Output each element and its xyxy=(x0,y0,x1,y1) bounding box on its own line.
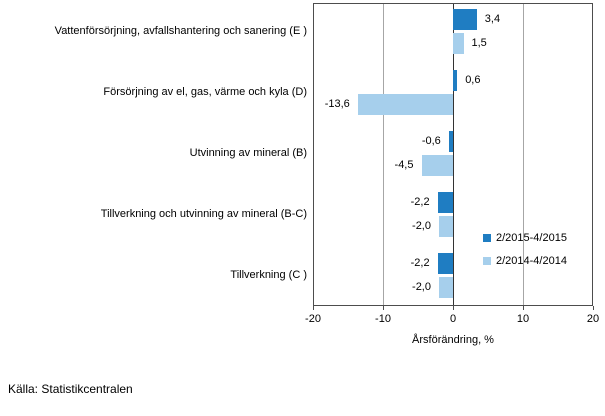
category-label: Vattenförsörjning, avfallshantering och … xyxy=(54,25,307,37)
x-axis-title: Årsförändring, % xyxy=(412,334,494,346)
value-label: 3,4 xyxy=(484,13,501,25)
axis-tick-label: 20 xyxy=(586,313,600,325)
bar xyxy=(421,155,453,176)
source-caption: Källa: Statistikcentralen xyxy=(8,382,133,396)
legend: 2/2015-4/2015 2/2014-4/2014 xyxy=(483,232,567,278)
bar xyxy=(357,94,453,115)
axis-tick xyxy=(523,306,524,310)
value-label: -4,5 xyxy=(394,159,414,171)
category-label: Tillverkning och utvinning av mineral (B… xyxy=(100,208,307,220)
legend-label: 2/2014-4/2014 xyxy=(496,255,567,267)
category-label: Försörjning av el, gas, värme och kyla (… xyxy=(103,86,307,98)
axis-tick xyxy=(453,306,454,310)
category-label: Tillverkning (C ) xyxy=(230,269,307,281)
legend-item-2014: 2/2014-4/2014 xyxy=(483,255,567,267)
legend-marker-icon xyxy=(483,257,491,265)
value-label: -2,0 xyxy=(412,281,431,293)
zero-line xyxy=(453,4,454,305)
legend-item-2015: 2/2015-4/2015 xyxy=(483,232,567,244)
axis-tick-label: -10 xyxy=(375,313,391,325)
value-label: 1,5 xyxy=(471,37,487,49)
value-label: -0,6 xyxy=(421,135,441,147)
bar xyxy=(448,131,453,152)
value-label: 0,6 xyxy=(465,74,481,86)
value-label: -2,2 xyxy=(410,257,430,269)
axis-tick xyxy=(313,306,314,310)
gridline xyxy=(383,4,384,305)
legend-marker-icon xyxy=(483,234,491,242)
value-label: -13,6 xyxy=(324,98,350,110)
legend-label: 2/2015-4/2015 xyxy=(496,232,567,244)
value-label: -2,0 xyxy=(412,220,431,232)
gridline xyxy=(523,4,524,305)
bar xyxy=(453,33,464,54)
bar xyxy=(437,253,453,274)
category-label: Utvinning av mineral (B) xyxy=(189,147,307,159)
plot-area xyxy=(313,3,593,306)
axis-tick xyxy=(593,306,594,310)
axis-tick xyxy=(383,306,384,310)
value-label: -2,2 xyxy=(410,196,430,208)
axis-tick-label: -20 xyxy=(305,313,321,325)
bar xyxy=(437,192,453,213)
axis-tick-label: 10 xyxy=(516,313,530,325)
bar xyxy=(439,216,453,237)
bar xyxy=(453,9,477,30)
axis-tick-label: 0 xyxy=(449,313,457,325)
bar xyxy=(453,70,458,91)
bar xyxy=(439,277,453,298)
